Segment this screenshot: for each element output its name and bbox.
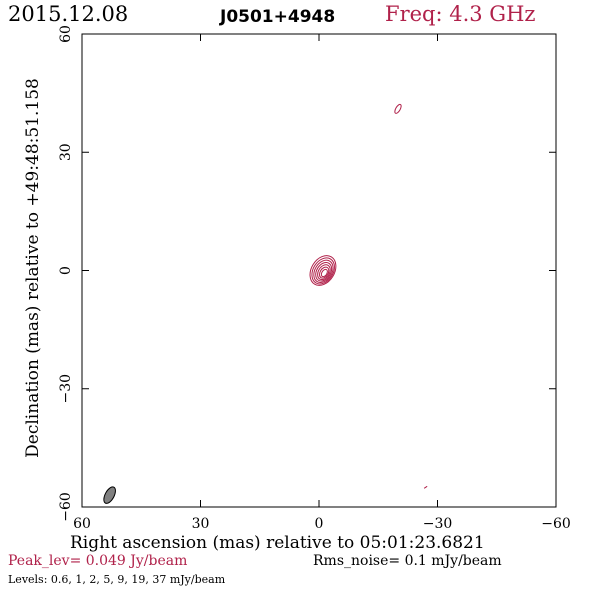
x-tick-label: 30 [192,516,210,532]
faint-component-contour [423,485,428,489]
core-contour [315,262,333,282]
x-axis-label: Right ascension (mas) relative to 05:01:… [70,533,485,553]
source-name: J0501+4948 [220,7,336,27]
peak-level-text: Peak_lev= 0.049 Jy/beam [8,553,188,569]
frequency-label: Freq: 4.3 GHz [385,2,536,26]
observation-date: 2015.12.08 [8,2,129,26]
x-tick-label: 60 [73,516,91,532]
core-contour [320,268,328,278]
core-contour [313,259,334,283]
y-tick-label: −30 [58,374,74,404]
core-contour [311,257,335,285]
beam-ellipse [103,486,116,504]
y-tick-label: −60 [58,492,74,522]
y-tick-label: 0 [58,266,74,275]
core-contour [317,264,331,281]
core-contour [309,255,337,286]
x-tick-label: 0 [315,516,324,532]
y-tick-label: 60 [58,25,74,43]
x-tick-label: −60 [541,516,571,532]
x-tick-label: −30 [423,516,453,532]
y-tick-label: 30 [58,143,74,161]
rms-noise-text: Rms_noise= 0.1 mJy/beam [313,553,502,569]
contour-levels-text: Levels: 0.6, 1, 2, 5, 9, 19, 37 mJy/beam [8,573,226,586]
northern-component-contour [394,103,402,114]
core-contour [319,266,330,279]
y-axis-label: Declination (mas) relative to +49:48:51.… [23,78,43,458]
